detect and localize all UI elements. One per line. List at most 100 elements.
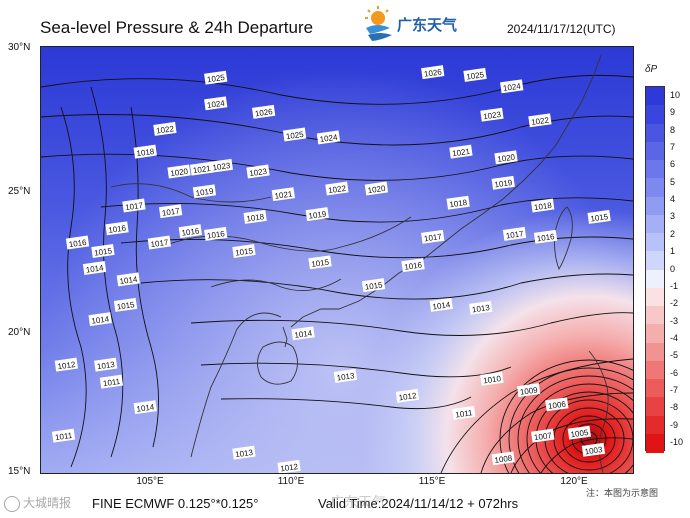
isobar-label-text: 1017 (423, 232, 442, 243)
isobar-label-text: 1021 (274, 189, 293, 200)
isobar-label-box (316, 130, 341, 145)
isobar-label-text: 1019 (494, 178, 513, 189)
isobar-label: 1006 (545, 397, 569, 412)
isobar-label-box (232, 445, 256, 460)
colorbar-title: δP (645, 64, 658, 75)
isobar-label-box (65, 235, 90, 250)
province-border (110, 183, 272, 203)
isobar-label-box (204, 226, 228, 241)
typhoon-isobar (526, 383, 633, 473)
colorbar-tick: 10 (670, 90, 681, 100)
colorbar-segment (646, 251, 664, 270)
isobar-label-text: 1005 (570, 428, 589, 439)
isobar-label-text: 1016 (108, 224, 127, 235)
isobar-label-text: 1025 (285, 130, 304, 141)
isobar-label: 1013 (232, 445, 256, 460)
isobar-label-box (325, 181, 349, 196)
isobar-line (130, 106, 159, 448)
isobar-line (60, 106, 87, 468)
isobar-label-box (502, 226, 527, 241)
isobar-line (200, 362, 512, 378)
typhoon-anomaly-shading (41, 47, 633, 473)
isobar-label-text: 1017 (150, 238, 169, 249)
colorbar-segment (646, 324, 664, 343)
isobar-label-text: 1014 (294, 329, 313, 340)
isobar-label-text: 1018 (533, 201, 552, 212)
isobar-label-text: 1022 (328, 184, 347, 195)
isobar-label-box (116, 272, 140, 287)
isobar-label-text: 1024 (206, 99, 225, 110)
isobar-label-box (305, 207, 329, 222)
colorbar-tick: -4 (670, 332, 679, 343)
taiwan-island (554, 206, 573, 271)
isobar-line (41, 74, 633, 105)
isobar-label-box (291, 326, 315, 341)
isobar-label-text: 1019 (308, 209, 327, 220)
isobar-label-box (533, 229, 558, 244)
colorbar-segment (646, 141, 664, 161)
isobar-label-text: 1018 (449, 198, 468, 209)
isobar-label-box (361, 278, 386, 293)
isobar-label-text: 1023 (483, 110, 502, 121)
isobar-line (190, 312, 633, 336)
isobar-label-text: 1023 (212, 161, 231, 172)
isobar-label-box (99, 374, 124, 389)
isobar-label-text: 1010 (483, 374, 502, 385)
isobar-label-text: 1022 (531, 116, 550, 127)
isobar-label-box (133, 144, 157, 159)
isobar-label: 1022 (153, 121, 177, 136)
isobar-label-box (204, 70, 228, 85)
isobar-label: 1024 (204, 96, 228, 111)
isobar-label-text: 1018 (246, 212, 265, 223)
isobar-label-box (500, 79, 524, 94)
isobar-label-box (105, 221, 129, 236)
isobar-label: 1019 (305, 207, 329, 222)
isobar-label: 1007 (531, 428, 555, 443)
isobar-label-box (133, 400, 157, 415)
isobar-label: 1011 (51, 428, 76, 443)
isobar-label: 1017 (502, 226, 527, 241)
isobar-label: 1021 (189, 161, 214, 176)
watermark: 大城晴报 (4, 494, 71, 512)
isobar-label: 1015 (91, 244, 115, 258)
isobar-label: 1026 (251, 104, 276, 119)
isobar-label-text: 1017 (125, 201, 144, 212)
isobar-label-text: 1014 (136, 402, 155, 413)
isobar-label: 1011 (452, 405, 476, 420)
isobar-label-box (147, 235, 171, 250)
colorbar-segment (646, 87, 664, 106)
weibo-icon (4, 495, 20, 512)
isobar-label: 1021 (449, 144, 473, 159)
model-label: FINE ECMWF 0.125°*0.125° (92, 496, 259, 511)
isobar-label-text: 1016 (206, 229, 225, 240)
isobar-label: 1017 (147, 235, 171, 250)
isobar-label: 1016 (533, 229, 558, 244)
watermark-text: 大城晴报 (23, 496, 72, 510)
isobar-label-box (82, 261, 107, 275)
isobar-label: 1014 (82, 261, 107, 275)
colorbar-tick: -10 (670, 437, 684, 447)
isobar-label-box (463, 67, 487, 82)
isobar-label: 1012 (395, 388, 420, 403)
isobar-label: 1019 (491, 175, 515, 190)
colorbar-segment (646, 269, 664, 289)
isobar-label-text: 1024 (319, 133, 338, 144)
isobar-line (540, 437, 633, 473)
isobar-label-text: 1026 (423, 67, 442, 78)
chart-title: Sea-level Pressure & 24h Departure (40, 18, 314, 37)
isobar-label-text: 1021 (452, 147, 471, 158)
isobar-label: 1023 (480, 107, 504, 122)
isobar-label: 1018 (133, 144, 157, 159)
isobar-label: 1018 (531, 198, 555, 213)
colorbar-segment (646, 178, 664, 197)
isobar-label: 1020 (167, 164, 191, 179)
isobar-label: 1025 (463, 67, 487, 82)
isobar-label-text: 1011 (102, 377, 121, 388)
isobar-line (480, 392, 633, 473)
isobar-label-box (491, 451, 515, 466)
isobar-label-text: 1017 (161, 206, 180, 217)
isobar-label-box (587, 209, 611, 224)
isobar-label-text: 1017 (505, 229, 524, 240)
isobar-label-box (581, 442, 606, 457)
